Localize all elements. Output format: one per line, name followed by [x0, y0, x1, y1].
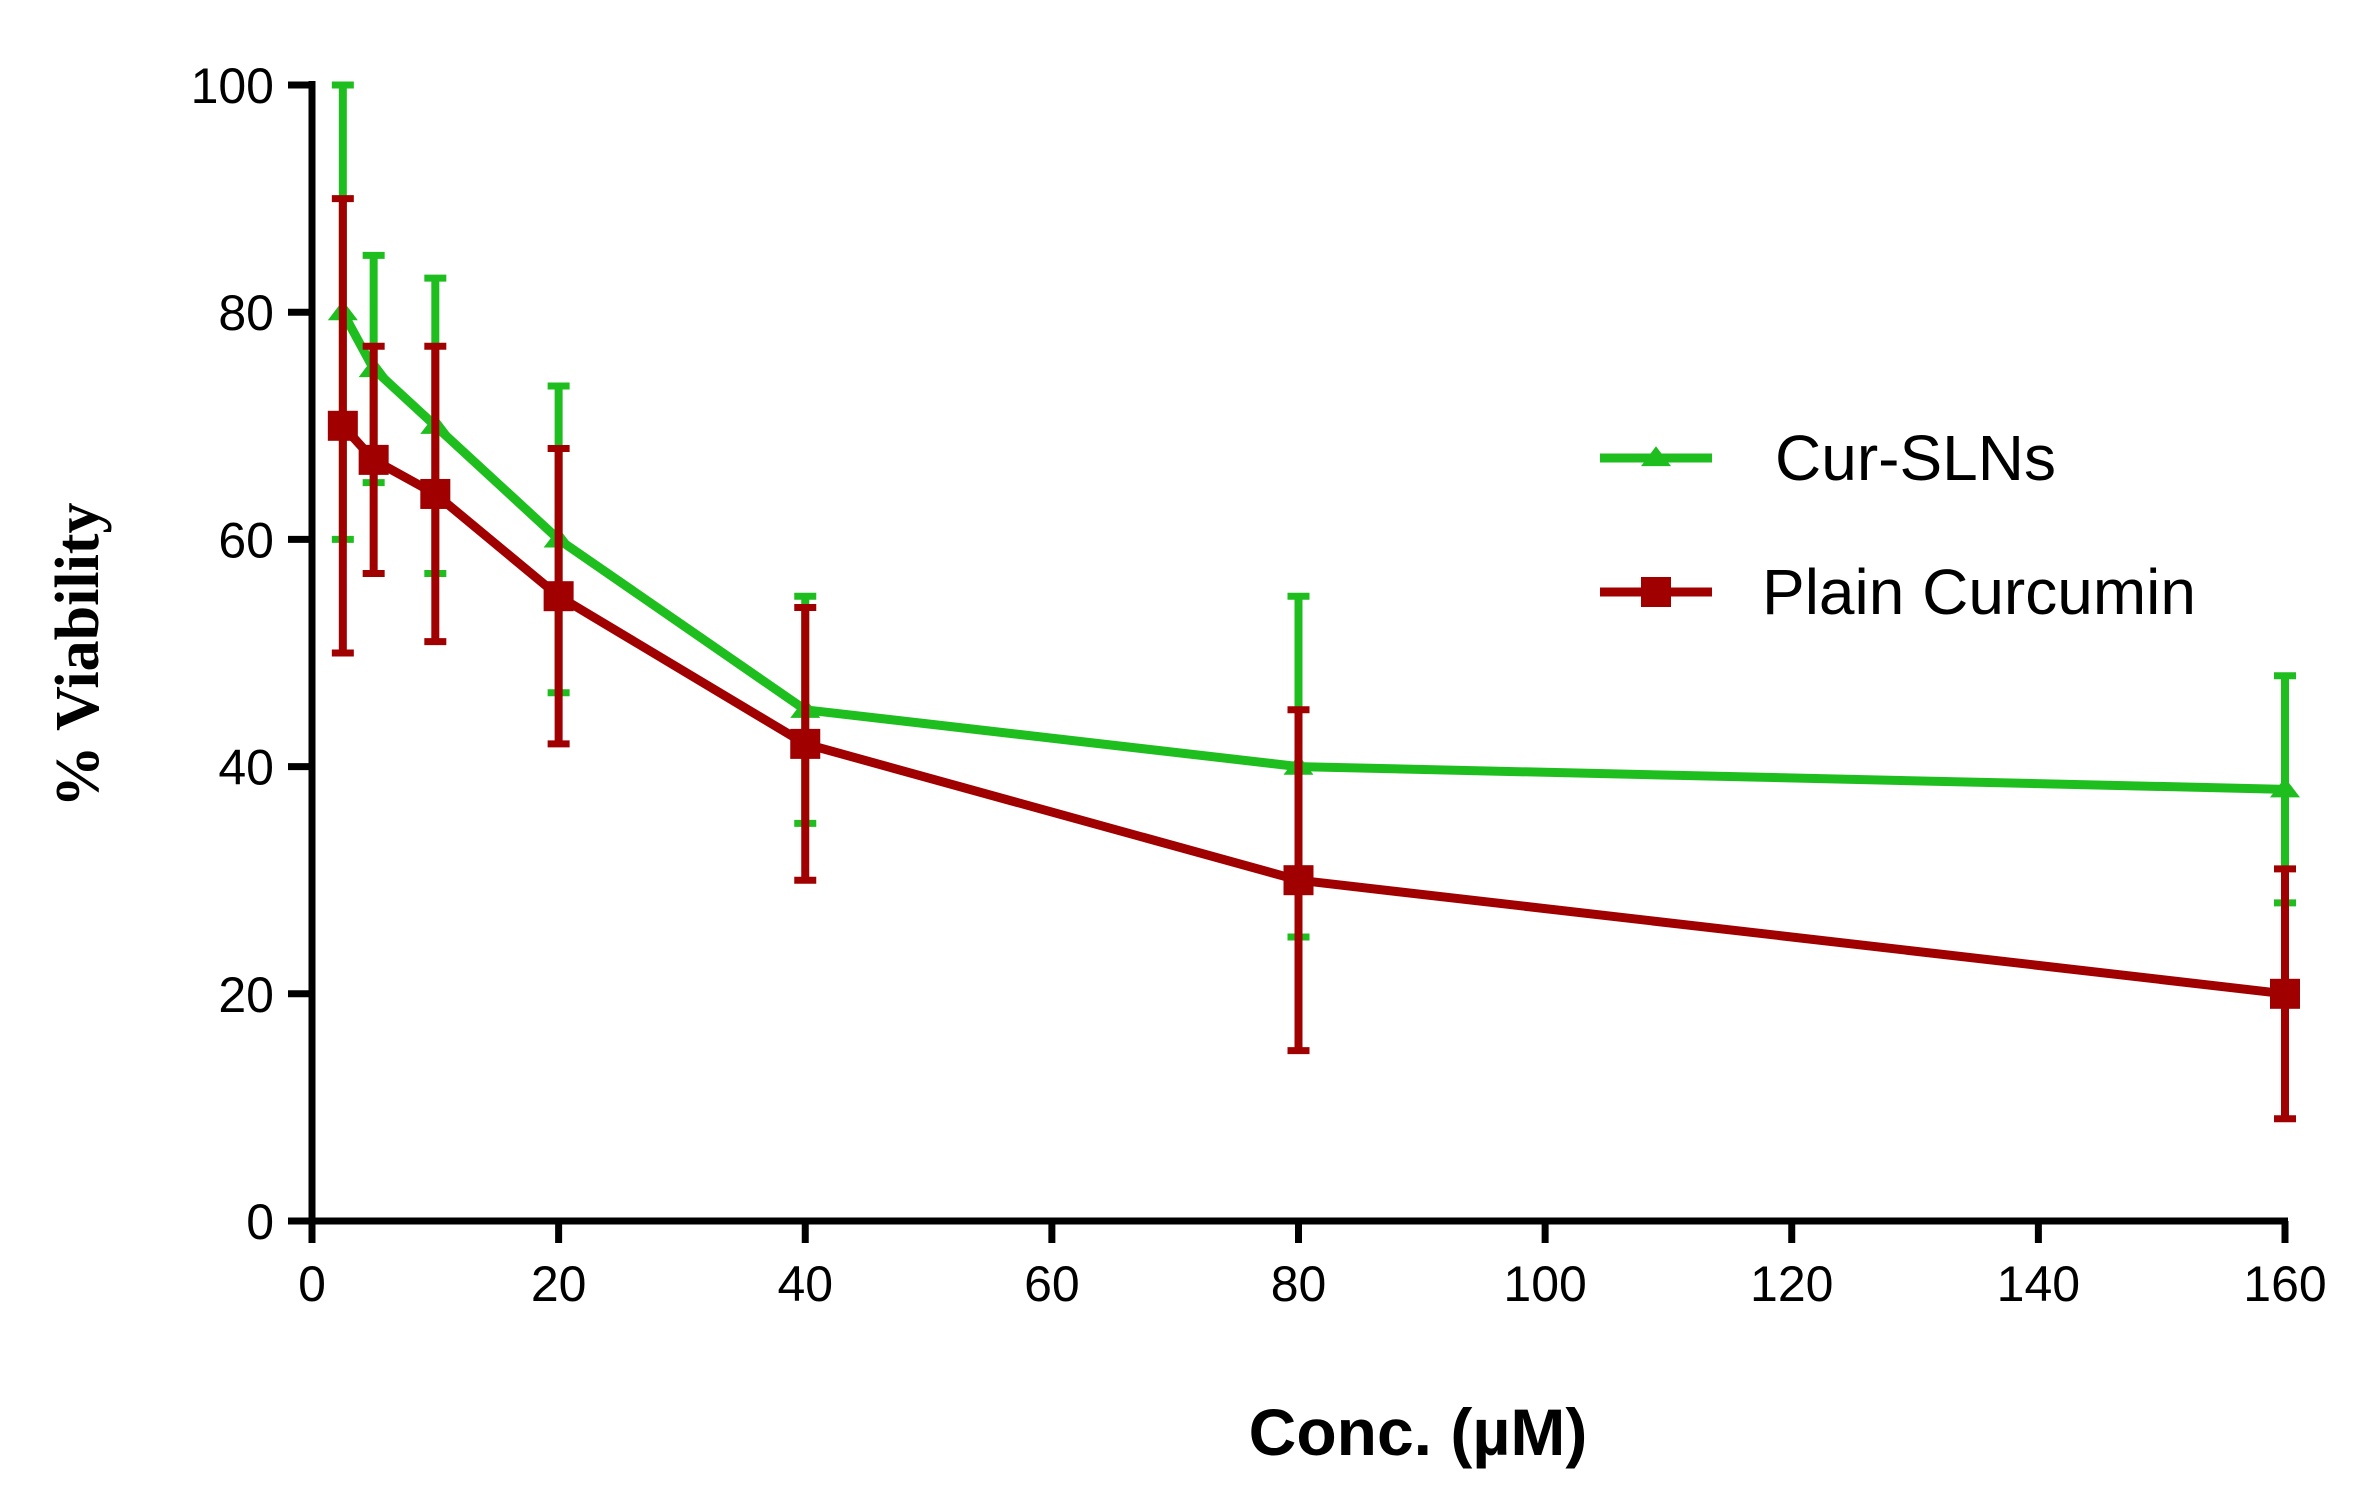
data-point: [420, 478, 451, 509]
legend-label: Plain Curcumin: [1762, 556, 2196, 628]
data-point: [1283, 865, 1314, 896]
y-axis-ticks: 0 20 40 60 80 100: [191, 58, 312, 1250]
legend-item: Cur-SLNs: [1600, 422, 2056, 494]
series-line: [338, 310, 2286, 794]
x-tick-label: 140: [1997, 1256, 2080, 1312]
x-tick-label: 120: [1750, 1256, 1833, 1312]
series-plain-curcumin: [327, 195, 2300, 1123]
y-tick-label: 0: [246, 1194, 274, 1250]
data-point: [358, 444, 389, 475]
legend-swatch-marker: [1641, 446, 1671, 467]
series-cur-slns: [327, 81, 2300, 941]
legend-label: Cur-SLNs: [1775, 422, 2056, 494]
y-tick-label: 60: [218, 512, 274, 568]
data-point: [2270, 978, 2300, 1009]
x-tick-label: 40: [777, 1256, 833, 1312]
series-layer: [327, 81, 2300, 1123]
x-axis-label: Conc. (µM): [1249, 1395, 1588, 1469]
x-axis-ticks: 0 20 40 60 80 100 120 140 160: [298, 1221, 2327, 1312]
legend: Cur-SLNs Plain Curcumin: [1600, 422, 2196, 628]
x-tick-label: 0: [298, 1256, 326, 1312]
x-tick-label: 80: [1271, 1256, 1327, 1312]
y-tick-label: 80: [218, 285, 274, 341]
data-point: [2270, 777, 2300, 798]
data-point: [327, 410, 358, 441]
x-tick-label: 100: [1503, 1256, 1586, 1312]
y-tick-label: 100: [191, 58, 274, 114]
data-point: [543, 581, 574, 612]
data-point: [790, 728, 821, 759]
x-tick-label: 160: [2243, 1256, 2326, 1312]
legend-item: Plain Curcumin: [1600, 556, 2196, 628]
y-tick-label: 20: [218, 967, 274, 1023]
series-line: [339, 422, 2286, 999]
y-axis-label: % Viability: [44, 503, 112, 808]
y-tick-label: 40: [218, 740, 274, 796]
x-tick-label: 20: [531, 1256, 587, 1312]
legend-swatch-marker: [1641, 577, 1671, 607]
x-tick-label: 60: [1024, 1256, 1080, 1312]
